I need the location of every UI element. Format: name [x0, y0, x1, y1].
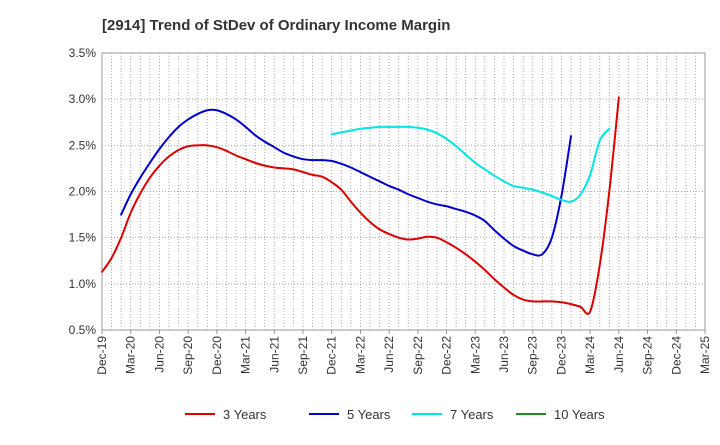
legend-label-10-years: 10 Years: [554, 407, 605, 422]
y-tick-label: 0.5%: [69, 323, 97, 337]
y-tick-label: 2.5%: [69, 138, 97, 152]
x-tick-label: Mar-22: [353, 336, 367, 374]
x-tick-label: Mar-24: [583, 336, 597, 374]
x-tick-label: Jun-22: [382, 336, 396, 373]
x-tick-label: Jun-20: [152, 336, 166, 373]
x-tick-label: Mar-21: [239, 336, 253, 374]
axis-layer: 0.5% 1.0% 1.5% 2.0% 2.5% 3.0% 3.5% Dec-19 Mar-20…: [69, 46, 712, 375]
series-line-7-years: [330, 125, 611, 203]
x-tick-label: Sep-21: [296, 336, 310, 375]
legend-label-7-years: 7 Years: [450, 407, 494, 422]
x-tick-label: Dec-24: [669, 336, 683, 375]
series-line-3-years: [101, 96, 620, 315]
x-tick-label: Mar-23: [468, 336, 482, 374]
x-tick-label: Jun-24: [612, 336, 626, 373]
x-tick-label: Jun-23: [497, 336, 511, 373]
y-tick-label: 1.5%: [69, 231, 97, 245]
x-tick-label: Dec-23: [554, 336, 568, 375]
x-tick-label: Dec-19: [95, 336, 109, 375]
x-tick-label: Mar-20: [124, 336, 138, 374]
series-layer: [101, 96, 620, 315]
y-tick-label: 3.5%: [69, 46, 97, 60]
y-tick-label: 2.0%: [69, 185, 97, 199]
legend-label-3-years: 3 Years: [223, 407, 267, 422]
x-tick-label: Dec-22: [440, 336, 454, 375]
y-tick-label: 1.0%: [69, 277, 97, 291]
x-tick-label: Sep-24: [641, 336, 655, 375]
x-tick-label: Mar-25: [698, 336, 712, 374]
x-tick-label: Dec-20: [210, 336, 224, 375]
legend: 3 Years 5 Years 7 Years 10 Years: [185, 407, 605, 422]
legend-label-5-years: 5 Years: [347, 407, 391, 422]
x-tick-label: Sep-20: [181, 336, 195, 375]
x-tick-label: Dec-21: [325, 336, 339, 375]
x-tick-label: Sep-23: [526, 336, 540, 375]
grid-layer: [101, 52, 706, 331]
x-tick-label: Sep-22: [411, 336, 425, 375]
y-tick-label: 3.0%: [69, 92, 97, 106]
chart-title: [2914] Trend of StDev of Ordinary Income…: [102, 17, 450, 34]
series-line-5-years: [120, 108, 572, 257]
x-tick-label: Jun-21: [267, 336, 281, 373]
